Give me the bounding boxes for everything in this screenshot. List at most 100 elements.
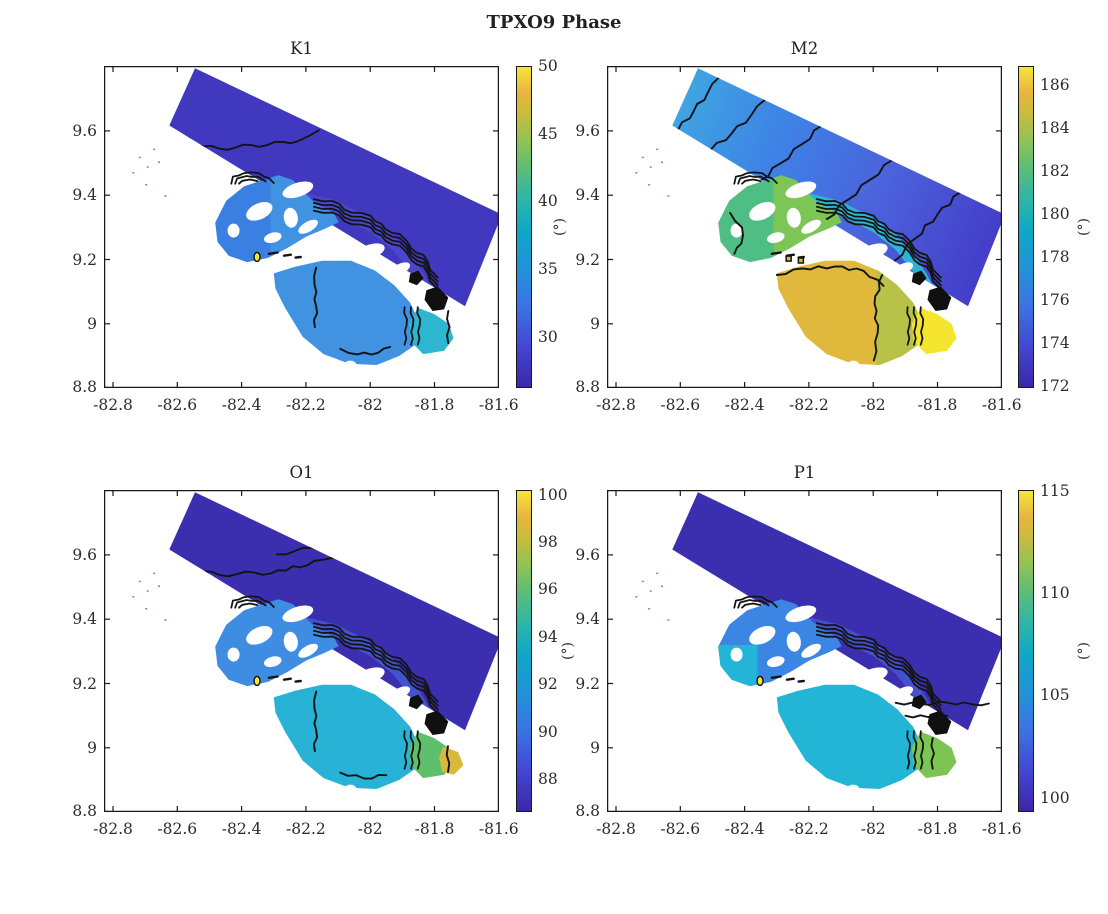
contour-blob: [911, 694, 927, 710]
y-tick-label: 9.4: [575, 186, 600, 205]
map-svg: [607, 490, 1002, 812]
axes-frame: [607, 66, 1002, 388]
x-tick-label: -81.6: [478, 820, 519, 838]
x-tick-label: -82.8: [93, 396, 133, 414]
x-tick-label: -82.6: [157, 396, 198, 414]
colorbar-unit-label: (°): [560, 642, 576, 660]
x-tick-label: -82: [357, 820, 383, 838]
colorbar-gradient: [516, 66, 532, 388]
x-tick-label: -82.4: [724, 820, 765, 838]
colorbar-tick-label: 90: [538, 722, 558, 741]
y-tick-label: 9.2: [575, 674, 600, 693]
y-tick-label: 9: [87, 738, 97, 757]
phase-hotspot: [253, 675, 261, 687]
map-plot: [104, 490, 499, 812]
x-tick-label: -82.2: [286, 820, 326, 838]
y-tick-label: 9.4: [72, 610, 97, 629]
panel-title: M2: [790, 39, 819, 58]
lower-lagoon: [273, 260, 420, 365]
colorbar-tick-label: 184: [1040, 119, 1070, 138]
y-tick-label: 9: [87, 314, 97, 333]
colorbar-unit-label: (°): [1076, 218, 1092, 236]
colorbar-tick-label: 115: [1040, 482, 1070, 501]
panel-title: P1: [793, 463, 816, 482]
x-tick-label: -81.8: [414, 820, 455, 838]
y-tick-label: 9: [590, 738, 600, 757]
colorbar-tick-label: 45: [538, 124, 558, 143]
y-tick-label: 8.8: [72, 378, 97, 396]
offshore-band: [169, 492, 499, 731]
figure-title: TPXO9 Phase: [486, 12, 622, 33]
colorbar-unit-label: (°): [552, 218, 568, 236]
axes-frame: [607, 490, 1002, 812]
colorbar-tick-label: 100: [1040, 788, 1070, 807]
x-tick-label: -81.6: [478, 396, 519, 414]
contour-blob: [424, 286, 449, 311]
colorbar-tick-label: 105: [1040, 686, 1070, 705]
colorbar-unit-label: (°): [1076, 642, 1092, 660]
x-tick-label: -82.4: [221, 820, 262, 838]
colorbar-tick-label: 96: [538, 580, 558, 599]
x-tick-label: -82.2: [789, 820, 829, 838]
contour-blob: [927, 710, 952, 735]
x-tick-label: -81.6: [981, 820, 1022, 838]
y-tick-label: 9.2: [72, 674, 97, 693]
offshore-band: [672, 492, 1002, 731]
x-tick-label: -82: [860, 820, 886, 838]
lower-lagoon: [273, 684, 420, 789]
map-svg: [104, 490, 499, 812]
phase-hotspot: [253, 251, 261, 263]
y-tick-label: 9.6: [575, 545, 600, 564]
x-tick-label: -82.8: [596, 396, 636, 414]
y-tick-label: 9.4: [72, 186, 97, 205]
contour-blob: [911, 270, 927, 286]
x-tick-label: -82.6: [157, 820, 198, 838]
x-tick-label: -82.4: [221, 396, 262, 414]
x-tick-label: -82.6: [660, 396, 701, 414]
map-svg: [607, 66, 1002, 388]
x-tick-label: -82.4: [724, 396, 765, 414]
contour-blob: [927, 286, 952, 311]
x-tick-label: -82.2: [789, 396, 829, 414]
colorbar-tick-label: 186: [1040, 76, 1070, 95]
contour-blob: [408, 694, 424, 710]
x-tick-label: -81.8: [917, 820, 958, 838]
map-svg: [104, 66, 499, 388]
southeast-sliver: [439, 746, 464, 775]
southeast-tip: [911, 307, 957, 355]
colorbar-tick-label: 176: [1040, 290, 1070, 309]
colorbar-tick-label: 182: [1040, 162, 1070, 181]
colorbar-tick-label: 180: [1040, 205, 1070, 224]
map-plot: [607, 490, 1002, 812]
offshore-band: [672, 68, 1002, 307]
y-tick-label: 9.2: [72, 250, 97, 269]
x-tick-label: -82.8: [596, 820, 636, 838]
y-tick-label: 9.6: [575, 121, 600, 140]
colorbar-tick-label: 178: [1040, 248, 1070, 267]
colorbar-gradient: [516, 490, 532, 812]
offshore-band: [169, 68, 499, 307]
y-tick-label: 9: [590, 314, 600, 333]
x-tick-label: -82.2: [286, 396, 326, 414]
colorbar-tick-label: 98: [538, 533, 558, 552]
x-tick-label: -82.8: [93, 820, 133, 838]
y-tick-label: 8.8: [575, 378, 600, 396]
colorbar-tick-label: 35: [538, 259, 558, 278]
upper-lagoon: [215, 599, 339, 687]
map-plot: [104, 66, 499, 388]
map-plot: [607, 66, 1002, 388]
panel-title: O1: [289, 463, 314, 482]
y-tick-label: 8.8: [575, 802, 600, 820]
colorbar-tick-label: 110: [1040, 584, 1070, 603]
contour-blob: [424, 710, 449, 735]
x-tick-label: -82: [357, 396, 383, 414]
x-tick-label: -82: [860, 396, 886, 414]
x-tick-label: -81.8: [414, 396, 455, 414]
colorbar-tick-label: 172: [1040, 376, 1070, 395]
contour-blob: [408, 270, 424, 286]
colorbar-tick-label: 174: [1040, 333, 1070, 352]
axes-frame: [104, 66, 499, 388]
colorbar-gradient: [1018, 66, 1034, 388]
colorbar-tick-label: 92: [538, 675, 558, 694]
